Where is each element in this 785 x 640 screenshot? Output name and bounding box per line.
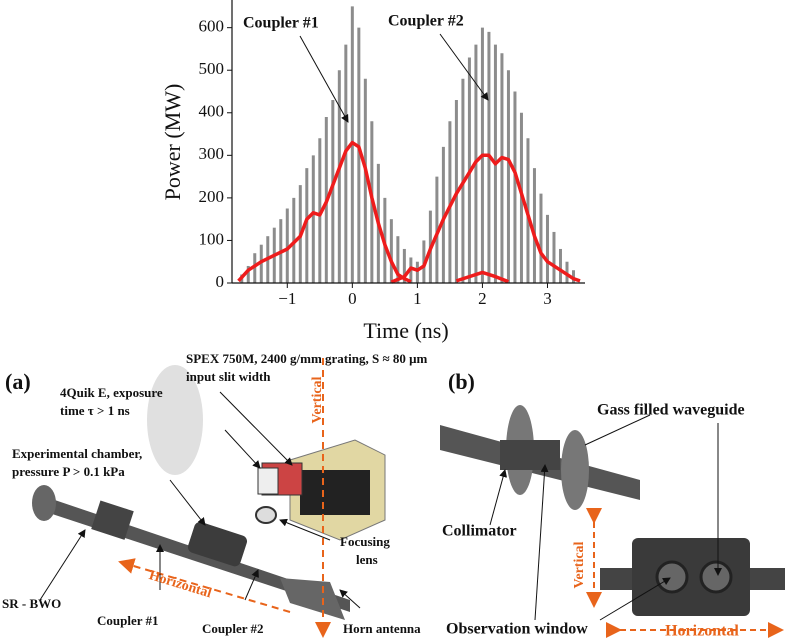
label: Coupler #2 [202, 621, 264, 636]
chart: 0 100 200 300 400 500 600 −1 0 1 2 3 [199, 0, 585, 308]
y-tick-label: 0 [216, 272, 225, 291]
x-tick-label: −1 [278, 289, 296, 308]
label: SPEX 750M, 2400 g/mm grating, S ≈ 80 μm [186, 351, 427, 366]
label: pressure P > 0.1 kPa [12, 464, 125, 479]
label: Focusing [340, 534, 390, 549]
label: time τ > 1 ns [60, 403, 130, 418]
y-tick-label: 400 [199, 102, 225, 121]
x-tick-label: 3 [543, 289, 552, 308]
y-tick-label: 100 [199, 229, 225, 248]
label: lens [356, 552, 378, 567]
label: 4Quik E, exposure [60, 385, 163, 400]
label: Horizontal [147, 568, 213, 601]
x-tick-label: 2 [478, 289, 487, 308]
annotation-arrow [439, 33, 489, 101]
x-axis-label: Time (ns) [363, 318, 448, 343]
label: Experimental chamber, [12, 446, 142, 461]
y-tick-label: 200 [199, 187, 225, 206]
y-tick-label: 500 [199, 59, 225, 78]
y-tick-label: 300 [199, 144, 225, 163]
label: Horn antenna [343, 621, 421, 636]
y-tick-label: 600 [199, 17, 225, 36]
y-axis-label: Power (MW) [160, 84, 185, 201]
x-tick-label: 1 [413, 289, 422, 308]
annotation: Coupler #1 [243, 15, 319, 32]
annotation-arrow [299, 35, 349, 123]
curve [237, 140, 510, 284]
panel-tag: (b) [448, 369, 475, 394]
label: Collimator [442, 523, 517, 540]
curve [390, 153, 581, 284]
panel-tag: (a) [5, 369, 31, 394]
panel-b-drawing [440, 405, 785, 638]
panel-a-drawing [32, 358, 386, 638]
label: Coupler #1 [97, 613, 159, 628]
label: Horizontal [665, 623, 739, 640]
label: Vertical [310, 376, 325, 423]
annotation: Coupler #2 [388, 13, 464, 30]
label: SR - BWO [2, 596, 61, 611]
label: Observation window [446, 621, 588, 638]
x-tick-label: 0 [348, 289, 357, 308]
label: input slit width [186, 369, 271, 384]
label: Vertical [572, 541, 587, 588]
label: Gass filled waveguide [597, 402, 745, 419]
